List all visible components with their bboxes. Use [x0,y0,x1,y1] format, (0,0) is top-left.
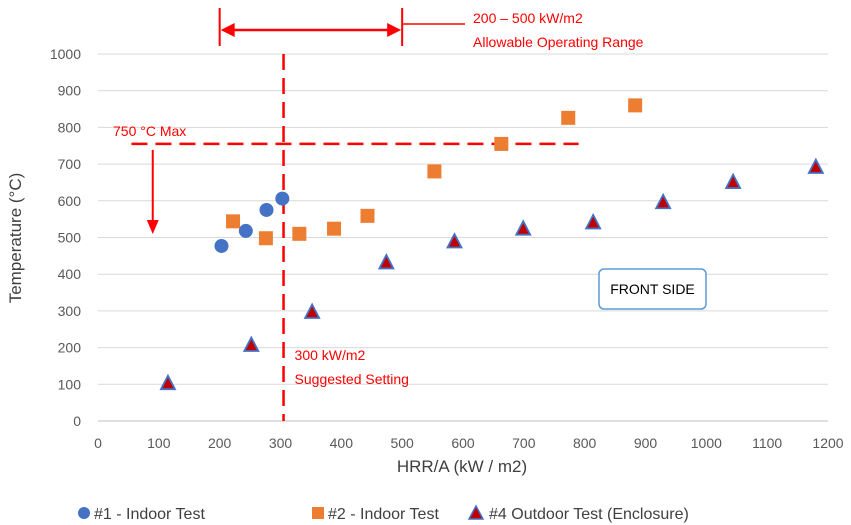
grid-lines [98,53,828,422]
point-series-3 [446,232,463,249]
y-tick-label: 1000 [50,46,81,62]
point-series-3 [159,373,177,391]
legend-label-series-2: #2 - Indoor Test [328,506,439,523]
suggested-setting-label-line2: Suggested Setting [295,371,409,387]
x-tick-label: 300 [269,435,293,451]
legend-marker-series-3 [467,504,485,520]
legend-marker-series-2 [312,507,324,519]
point-series-2 [494,136,509,151]
y-axis-title: Temperature (°C) [6,173,25,304]
y-tick-label: 400 [58,266,82,282]
x-tick-label: 100 [147,435,171,451]
x-tick-label: 1200 [812,435,843,451]
x-tick-label: 700 [512,435,536,451]
tick-labels: 0 100 200 300 400 500 600 700 800 900 1000 0 100 200 3… [50,46,844,451]
y-tick-label: 500 [58,230,82,246]
y-tick-label: 600 [58,193,82,209]
y-tick-label: 100 [58,376,82,392]
point-series-3 [584,212,602,230]
point-series-2 [226,214,241,229]
max-arrowhead [146,219,159,234]
point-series-3 [654,192,672,210]
x-tick-label: 600 [451,435,475,451]
y-tick-label: 900 [58,83,82,99]
y-tick-label: 800 [58,119,82,135]
front-side-box [598,268,707,310]
point-series-1 [275,191,290,206]
x-tick-label: 0 [94,435,102,451]
point-series-3 [303,302,321,319]
y-tick-label: 0 [73,413,81,429]
point-series-3 [807,157,825,174]
front-side-label: FRONT SIDE [610,281,695,297]
x-tick-label: 900 [634,435,658,451]
y-tick-label: 300 [58,303,82,319]
y-tick-label: 700 [58,156,82,172]
legend-label-series-3: #4 Outdoor Test (Enclosure) [489,506,689,523]
point-series-3 [377,253,395,270]
point-series-1 [259,202,274,217]
point-series-2 [292,226,307,241]
range-label-line2: Allowable Operating Range [473,34,644,50]
x-axis-title: HRR/A (kW / m2) [397,457,527,476]
point-series-2 [327,221,342,236]
suggested-setting-label-line1: 300 kW/m2 [295,347,366,363]
point-series-1 [214,238,229,253]
point-series-3 [514,219,532,236]
point-series-1 [238,223,253,238]
legend: #1 - Indoor Test #2 - Indoor Test #4 Out… [78,504,689,523]
point-series-2 [561,110,576,125]
range-arrowhead-right [387,23,402,37]
x-tick-label: 1100 [752,435,782,451]
x-tick-label: 400 [330,435,354,451]
annotations: 200 – 500 kW/m2 Allowable Operating Rang… [113,8,707,421]
x-tick-label: 500 [390,435,414,451]
point-series-2 [628,98,643,113]
point-series-3 [724,172,742,189]
max-temperature-label: 750 °C Max [113,123,186,139]
legend-marker-series-1 [78,507,90,519]
point-series-2 [427,164,442,179]
x-tick-label: 200 [208,435,232,451]
point-series-2 [258,231,273,246]
legend-label-series-1: #1 - Indoor Test [94,506,205,523]
point-series-3 [242,335,260,352]
data-points [159,98,825,391]
range-label-line1: 200 – 500 kW/m2 [473,10,583,26]
x-tick-label: 800 [573,435,597,451]
point-series-2 [360,208,375,223]
y-tick-label: 200 [58,340,82,356]
x-tick-label: 1000 [691,435,722,451]
range-arrowhead-left [220,23,235,37]
